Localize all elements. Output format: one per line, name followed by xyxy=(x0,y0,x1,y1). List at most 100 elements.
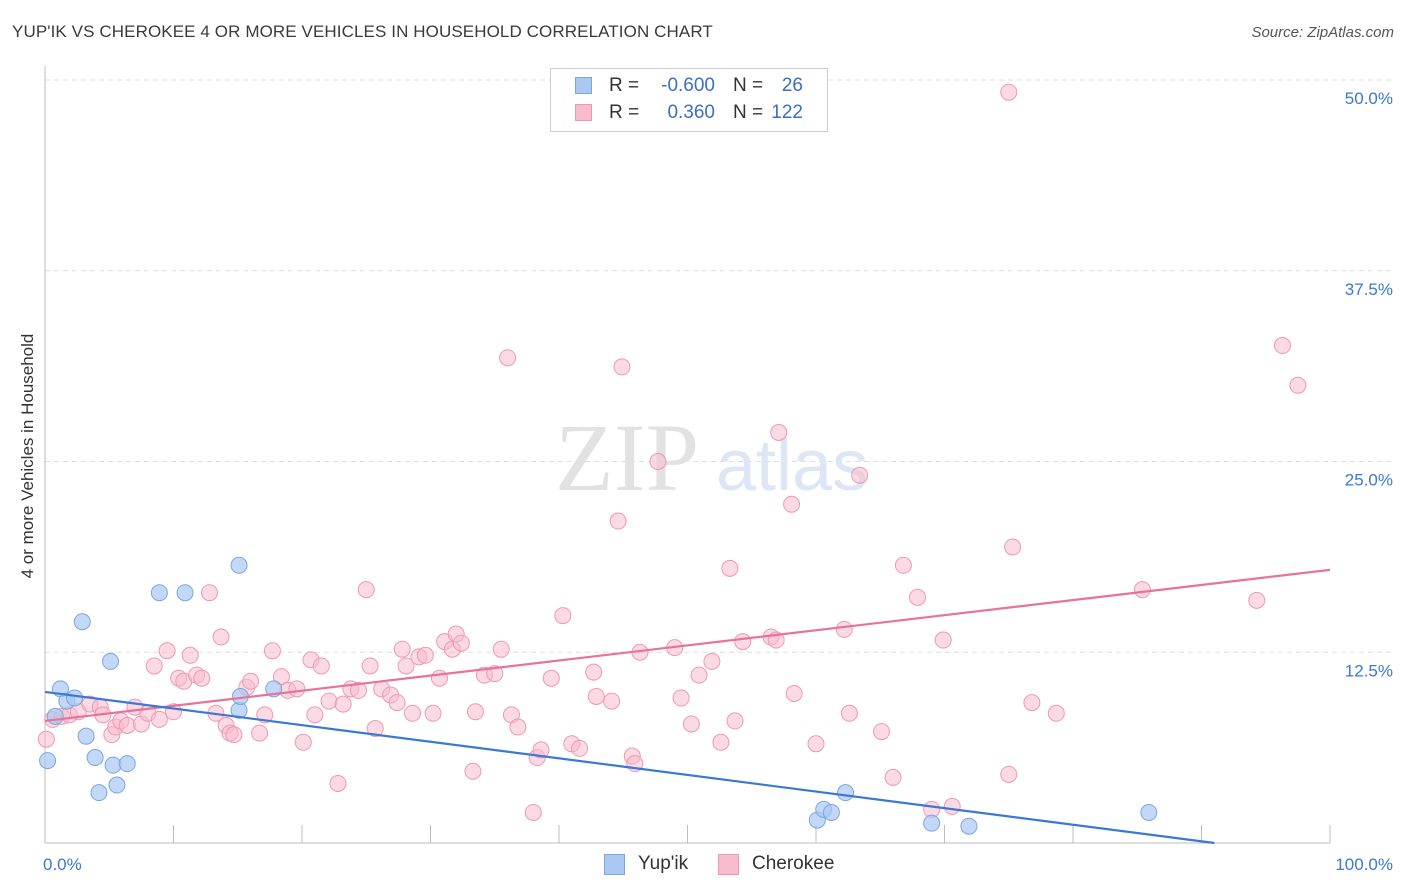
watermark-atlas: atlas xyxy=(716,426,868,506)
cherokee-point xyxy=(225,726,243,744)
cherokee-point xyxy=(690,666,708,684)
cherokee-point xyxy=(393,640,411,658)
cherokee-point xyxy=(712,733,730,751)
cherokee-point xyxy=(397,657,415,675)
cherokee-point xyxy=(835,620,853,638)
yupik-point xyxy=(822,803,840,821)
yupik-points xyxy=(39,556,1158,835)
cherokee-trend-line xyxy=(44,568,1331,723)
cherokee-point xyxy=(242,672,260,690)
x-tick-label-max: 100.0% xyxy=(1335,855,1393,874)
cherokee-point xyxy=(306,706,324,724)
yupik-r-value: -0.600 xyxy=(661,75,715,96)
yupik-point xyxy=(73,613,91,631)
cherokee-r-value: 0.360 xyxy=(667,102,715,123)
yupik-point xyxy=(923,814,941,832)
cherokee-point xyxy=(840,704,858,722)
cherokee-point xyxy=(785,684,803,702)
y-tick-label: 37.5% xyxy=(1345,280,1393,299)
cherokee-point xyxy=(404,704,422,722)
cherokee-point xyxy=(873,723,891,741)
yupik-swatch xyxy=(575,77,592,94)
cherokee-point xyxy=(554,607,572,625)
cherokee-point xyxy=(452,634,470,652)
legend-yupik-label: Yup'ik xyxy=(638,853,689,874)
yupik-r-label: R = xyxy=(609,75,640,96)
cherokee-point xyxy=(181,646,199,664)
watermark-zip: ZIP xyxy=(555,404,699,511)
correlation-legend: R = -0.600 N = 26 R = 0.360 N = 122 xyxy=(550,68,828,132)
cherokee-point xyxy=(542,669,560,687)
cherokee-point xyxy=(1004,538,1022,556)
cherokee-point xyxy=(672,689,690,707)
y-tick-labels: 12.5% 25.0% 37.5% 50.0% xyxy=(1345,89,1393,680)
cherokee-point xyxy=(587,688,605,706)
cherokee-point xyxy=(464,762,482,780)
cherokee-point xyxy=(509,718,527,736)
cherokee-point xyxy=(251,724,269,742)
cherokee-point xyxy=(603,692,621,710)
yupik-point xyxy=(66,689,84,707)
cherokee-point xyxy=(466,703,484,721)
cherokee-point xyxy=(492,640,510,658)
cherokee-point xyxy=(158,642,176,660)
cherokee-n-label: N = xyxy=(733,102,764,123)
cherokee-point xyxy=(1133,581,1151,599)
cherokee-point xyxy=(329,774,347,792)
cherokee-point xyxy=(807,735,825,753)
cherokee-point xyxy=(416,646,434,664)
cherokee-point xyxy=(350,681,368,699)
cherokee-point xyxy=(37,730,55,748)
cherokee-point xyxy=(783,495,801,513)
cherokee-point xyxy=(1248,591,1266,609)
yupik-n-label: N = xyxy=(733,75,764,96)
cherokee-point xyxy=(943,797,961,815)
cherokee-point xyxy=(532,741,550,759)
legend-row-cherokee: R = 0.360 N = 122 xyxy=(551,100,827,126)
legend-yupik-swatch xyxy=(604,854,625,875)
cherokee-point xyxy=(145,657,163,675)
cherokee-point xyxy=(499,349,517,367)
cherokee-point xyxy=(430,669,448,687)
cherokee-point xyxy=(934,631,952,649)
cherokee-point xyxy=(1023,694,1041,712)
cherokee-point xyxy=(894,556,912,574)
legend-cherokee-swatch xyxy=(718,854,739,875)
trend-lines xyxy=(44,568,1331,845)
cherokee-point xyxy=(366,720,384,738)
cherokee-point xyxy=(288,680,306,698)
yupik-point xyxy=(77,727,95,745)
cherokee-point xyxy=(721,559,739,577)
yupik-point xyxy=(102,652,120,670)
cherokee-point xyxy=(703,652,721,670)
y-tick-label: 25.0% xyxy=(1345,471,1393,490)
cherokee-point xyxy=(272,668,290,686)
x-tick-labels: 0.0% 100.0% xyxy=(43,855,1393,874)
cherokee-point xyxy=(726,712,744,730)
cherokee-point xyxy=(585,663,603,681)
yupik-n-value: 26 xyxy=(781,75,803,96)
yupik-trend-line xyxy=(44,690,1215,845)
yupik-point xyxy=(86,749,104,767)
cherokee-point xyxy=(613,358,631,376)
cherokee-point xyxy=(649,453,667,470)
cherokee-point xyxy=(851,466,869,484)
y-tick-label: 50.0% xyxy=(1345,89,1393,108)
cherokee-point xyxy=(388,694,406,712)
cherokee-point xyxy=(609,512,627,530)
cherokee-point xyxy=(263,642,281,660)
yupik-point xyxy=(39,752,57,770)
cherokee-point xyxy=(770,424,788,442)
cherokee-point xyxy=(212,628,230,646)
yupik-point xyxy=(960,817,978,835)
cherokee-r-label: R = xyxy=(609,102,640,123)
cherokee-point xyxy=(571,739,589,757)
yupik-point xyxy=(150,584,168,602)
cherokee-point xyxy=(682,715,700,733)
cherokee-point xyxy=(320,692,338,710)
yupik-point xyxy=(104,756,122,774)
cherokee-point xyxy=(118,716,136,734)
cherokee-point xyxy=(357,581,375,599)
cherokee-point xyxy=(884,768,902,786)
